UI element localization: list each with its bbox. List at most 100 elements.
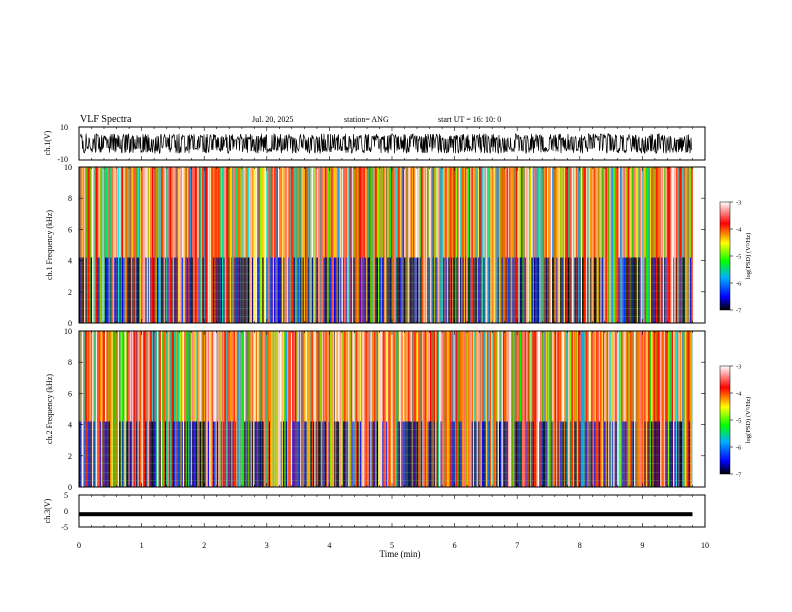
spectrogram-column: [541, 331, 544, 487]
spectrogram-lowband: [497, 257, 500, 323]
spectrogram-column: [591, 331, 593, 487]
spectrogram-lowband: [651, 421, 653, 487]
spectrogram-column: [114, 167, 116, 323]
spectrogram-column: [380, 331, 382, 487]
spectrogram-column: [281, 331, 284, 487]
spectrogram-lowband: [632, 257, 634, 323]
spectrogram-column: [348, 167, 351, 323]
spectrogram-column: [565, 331, 568, 487]
spectrogram-lowband: [482, 421, 484, 487]
spectrogram-lowband: [293, 421, 295, 487]
spectrogram-column: [84, 331, 85, 487]
spectrogram-column: [394, 167, 397, 323]
spectrogram-column: [388, 331, 391, 487]
spectrogram-column: [310, 167, 313, 323]
spectrogram-column: [327, 167, 330, 323]
spectrogram-column: [492, 331, 494, 487]
spectrogram-lowband: [268, 421, 270, 487]
spectrogram-lowband: [483, 257, 485, 323]
spectrogram-column: [608, 331, 610, 487]
spectrogram-lowband: [119, 421, 121, 487]
spectrogram-column: [562, 167, 564, 323]
spectrogram-column: [266, 331, 268, 487]
spectrogram-column: [583, 167, 586, 323]
spectrogram-lowband: [459, 421, 462, 487]
spectrogram-lowband: [400, 257, 402, 323]
spectrogram-column: [154, 167, 157, 323]
spectrogram-lowband: [359, 421, 362, 487]
spectrogram-column: [448, 331, 451, 487]
spectrogram-column: [193, 331, 195, 487]
spectrogram-lowband: [431, 421, 433, 487]
spectrogram-lowband: [367, 257, 370, 323]
spectrogram-column: [625, 167, 627, 323]
spectrogram-column: [237, 167, 239, 323]
spectrogram-column: [249, 167, 251, 323]
spectrogram-column: [630, 331, 633, 487]
spectrogram-column: [601, 167, 604, 323]
spectrogram-column: [248, 167, 250, 323]
freq-tick-label: 4: [68, 421, 72, 430]
spectrogram-column: [173, 331, 176, 487]
spectrogram-column: [605, 331, 608, 487]
spectrogram-column: [504, 167, 506, 323]
spectrogram-column: [470, 331, 473, 487]
spectrogram-column: [366, 167, 368, 323]
spectrogram-lowband: [679, 421, 682, 487]
spectrogram-column: [566, 167, 569, 323]
spectrogram-lowband: [176, 257, 178, 323]
spectrogram-column: [172, 331, 174, 487]
spectrogram-column: [558, 167, 561, 323]
spectrogram-column: [518, 167, 520, 323]
spectrogram-column: [457, 331, 459, 487]
spectrogram-lowband: [86, 421, 89, 487]
spectrogram-column: [229, 331, 232, 487]
spectrogram-column: [164, 167, 167, 323]
spectrogram-column: [349, 167, 352, 323]
spectrogram-column: [553, 331, 555, 487]
spectrogram-column: [88, 167, 91, 323]
spectrogram-column: [344, 331, 346, 487]
spectrogram-lowband: [342, 421, 345, 487]
spectrogram-column: [155, 331, 157, 487]
spectrogram-lowband: [612, 421, 613, 487]
spectrogram-lowband: [340, 257, 342, 323]
spectrogram-column: [350, 331, 353, 487]
spectrogram-column: [627, 167, 629, 323]
spectrogram-column: [218, 331, 220, 487]
spectrogram-column: [124, 167, 127, 323]
spectrogram-column: [242, 331, 245, 487]
spectrogram-column: [409, 167, 411, 323]
colorbar-ch1-ticks: -3 -4 -5 -6 -7: [730, 200, 742, 315]
spectrogram-lowband: [658, 421, 661, 487]
spectrogram-column: [374, 167, 376, 323]
spectrogram-lowband: [193, 421, 195, 487]
spectrogram-column: [389, 167, 392, 323]
spectrogram-column: [613, 167, 616, 323]
spectrogram-column: [131, 331, 133, 487]
spectrogram-column: [283, 331, 285, 487]
spectrogram-column: [188, 167, 190, 323]
spectrogram-column: [368, 167, 370, 323]
time-tick-label: 2: [202, 541, 206, 550]
spectrogram-column: [336, 167, 339, 323]
spectrogram-column: [419, 167, 422, 323]
spectrogram-column: [639, 331, 642, 487]
spectrogram-column: [675, 331, 678, 487]
spectrogram-lowband: [296, 421, 297, 487]
spectrogram-lowband: [631, 421, 633, 487]
spectrogram-column: [513, 331, 515, 487]
spectrogram-column: [428, 331, 431, 487]
spectrogram-lowband: [521, 421, 522, 487]
spectrogram-column: [323, 167, 326, 323]
spectrogram-column: [105, 167, 108, 323]
spectrogram-column: [484, 331, 486, 487]
spectrogram-column: [636, 167, 639, 323]
spectrogram-column: [596, 331, 598, 487]
spectrogram-column: [508, 167, 510, 323]
spectrogram-column: [170, 331, 172, 487]
spectrogram-column: [293, 167, 296, 323]
ch1-freq-ylabel: ch.1 Frequency (kHz): [45, 210, 54, 280]
spectrogram-column: [526, 331, 528, 487]
spectrogram-column: [540, 331, 542, 487]
